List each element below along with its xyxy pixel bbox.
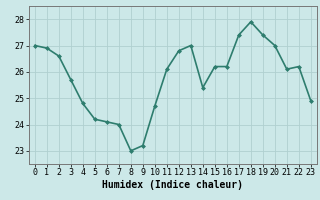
X-axis label: Humidex (Indice chaleur): Humidex (Indice chaleur) [102, 180, 243, 190]
